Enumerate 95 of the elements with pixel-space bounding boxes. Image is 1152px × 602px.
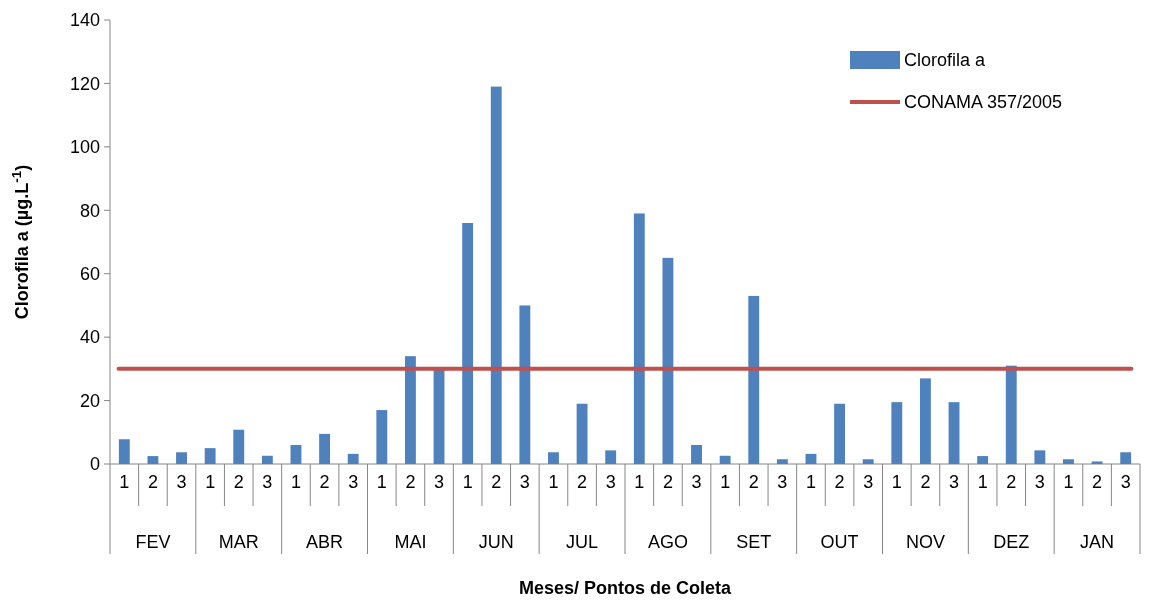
legend-label: Clorofila a (904, 50, 987, 71)
x-tick-label: 3 (434, 472, 445, 492)
x-tick-label: 2 (834, 472, 845, 492)
bar (805, 453, 817, 464)
text: MAI (394, 532, 427, 552)
x-tick-label: 3 (176, 472, 187, 492)
text: DEZ (993, 532, 1030, 552)
x-tick-label: 3 (262, 472, 273, 492)
x-tick-label: 2 (577, 472, 588, 492)
bar (376, 410, 388, 464)
x-tick-label: 3 (777, 472, 788, 492)
bar (719, 455, 731, 464)
x-tick-label: 1 (548, 472, 559, 492)
text: AGO (647, 532, 688, 552)
x-tick-label: 1 (376, 472, 387, 492)
bar (691, 444, 702, 464)
x-tick-label: 1 (205, 472, 216, 492)
x-tick-label: 2 (1092, 472, 1103, 492)
bar (490, 86, 502, 464)
bar (118, 439, 130, 464)
bar (748, 295, 760, 464)
text: SET (736, 532, 772, 552)
x-tick-label: 1 (462, 472, 473, 492)
y-tick-label: 120 (69, 73, 100, 94)
bar (462, 222, 474, 464)
y-tick-label: 140 (69, 10, 100, 31)
bar (1091, 461, 1103, 464)
bar (290, 444, 302, 464)
y-tick-label: 80 (79, 200, 100, 221)
x-tick-label: 1 (805, 472, 816, 492)
bar (1120, 452, 1132, 464)
x-tick-label: 2 (491, 472, 502, 492)
bar (948, 402, 960, 464)
x-tick-label: 2 (405, 472, 416, 492)
text: NOV (905, 532, 945, 552)
bar (977, 456, 989, 464)
bar (176, 452, 187, 464)
x-tick-label: 1 (891, 472, 902, 492)
y-tick-label: 40 (79, 327, 100, 348)
bar (519, 305, 531, 464)
x-tick-label: 3 (1034, 472, 1045, 492)
bar (1005, 365, 1017, 464)
text: JAN (1080, 532, 1115, 552)
bar (776, 459, 788, 464)
y-tick-label: 100 (69, 137, 100, 158)
text: ABR (306, 532, 344, 552)
bar (633, 213, 645, 464)
x-tick-label: 1 (1063, 472, 1074, 492)
x-tick-label: 2 (233, 472, 244, 492)
bar (662, 257, 674, 464)
y-tick-label: 20 (79, 390, 100, 411)
y-tick-label: 60 (79, 264, 100, 285)
x-tick-label: 2 (319, 472, 330, 492)
legend-label: CONAMA 357/2005 (904, 92, 1063, 113)
bar (862, 459, 874, 464)
bar (347, 453, 359, 464)
bar (576, 403, 588, 464)
x-tick-label: 3 (863, 472, 874, 492)
x-tick-label: 3 (691, 472, 702, 492)
bar (404, 356, 416, 464)
x-tick-label: 1 (119, 472, 130, 492)
bar (233, 429, 245, 464)
bar (834, 403, 846, 464)
x-tick-label: 3 (1120, 472, 1131, 492)
bar (605, 450, 617, 464)
bar (433, 368, 445, 464)
y-tick-label: 0 (89, 454, 100, 475)
bar (319, 433, 331, 464)
x-tick-label: 2 (920, 472, 931, 492)
x-tick-label: 2 (748, 472, 759, 492)
x-tick-label: 1 (720, 472, 731, 492)
x-axis-title: Meses/ Pontos de Coleta (518, 578, 733, 598)
x-tick-label: 2 (147, 472, 158, 492)
x-tick-label: 1 (634, 472, 645, 492)
bar (1063, 459, 1074, 464)
x-tick-label: 3 (519, 472, 530, 492)
bar (891, 402, 903, 464)
x-tick-label: 2 (662, 472, 673, 492)
bar (548, 452, 559, 464)
x-tick-label: 2 (1006, 472, 1017, 492)
x-tick-label: 1 (977, 472, 988, 492)
bar (1034, 450, 1046, 464)
text: JUN (478, 532, 514, 552)
bar (919, 378, 931, 464)
bar (261, 455, 273, 464)
text: OUT (820, 532, 859, 552)
x-tick-label: 1 (290, 472, 301, 492)
text: FEV (135, 532, 171, 552)
x-tick-label: 3 (348, 472, 359, 492)
x-tick-label: 3 (949, 472, 960, 492)
bar (147, 456, 159, 464)
x-tick-label: 3 (605, 472, 616, 492)
text: MAR (218, 532, 259, 552)
text: JUL (566, 532, 599, 552)
bar (204, 448, 216, 464)
